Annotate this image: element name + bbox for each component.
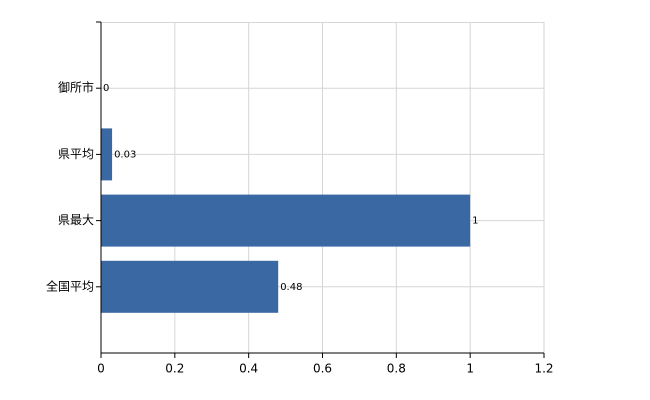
x-tick-label: 0 <box>97 362 105 376</box>
value-label: 0.03 <box>114 149 136 160</box>
bar <box>101 194 471 247</box>
y-tick-label: 県平均 <box>58 147 94 161</box>
x-tick-label: 1.2 <box>534 362 553 376</box>
bar <box>101 128 113 181</box>
value-label: 0 <box>103 83 109 94</box>
bar <box>101 260 279 313</box>
value-label: 1 <box>472 216 478 227</box>
value-label: 0.48 <box>280 282 302 293</box>
y-tick-label: 県最大 <box>58 213 94 227</box>
x-tick-label: 0.8 <box>387 362 406 376</box>
x-tick-label: 0.6 <box>313 362 332 376</box>
x-tick-label: 1 <box>466 362 474 376</box>
x-tick-label: 0.4 <box>239 362 258 376</box>
y-tick-label: 全国平均 <box>46 278 94 293</box>
x-tick-label: 0.2 <box>165 362 184 376</box>
y-tick-label: 御所市 <box>58 80 94 95</box>
